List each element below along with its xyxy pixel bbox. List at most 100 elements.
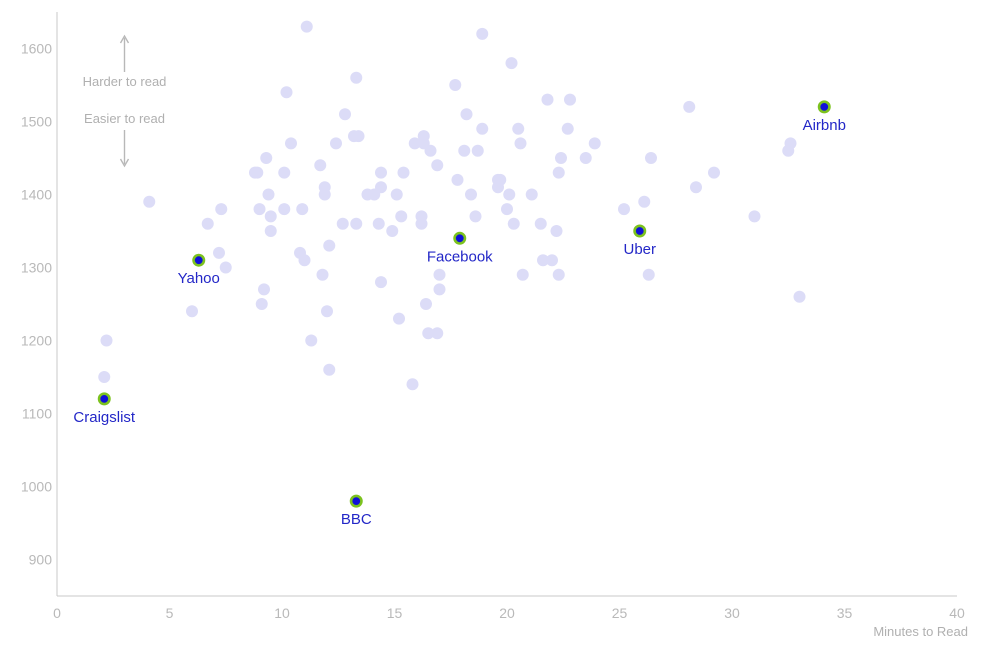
data-point bbox=[350, 71, 363, 84]
data-point bbox=[406, 378, 419, 391]
data-point bbox=[330, 137, 342, 150]
data-point bbox=[537, 254, 549, 267]
data-point bbox=[555, 152, 567, 164]
data-point bbox=[494, 173, 507, 186]
highlight-label: Craigslist bbox=[73, 409, 136, 426]
highlight-point bbox=[192, 253, 206, 267]
data-point bbox=[280, 86, 293, 99]
data-point bbox=[690, 181, 702, 194]
data-point bbox=[476, 122, 489, 135]
data-point bbox=[316, 268, 329, 281]
data-point bbox=[748, 210, 761, 223]
y-tick-labels: 900 1000 1100 1200 1300 1400 1500 1600 bbox=[21, 41, 52, 568]
data-point bbox=[683, 100, 696, 113]
data-point bbox=[255, 298, 268, 310]
data-point bbox=[339, 108, 351, 121]
data-point bbox=[408, 137, 421, 150]
data-point bbox=[262, 188, 275, 201]
highlight-point bbox=[633, 224, 647, 238]
data-point bbox=[321, 305, 333, 318]
highlight-label: Airbnb bbox=[803, 117, 846, 134]
data-point bbox=[708, 166, 720, 179]
highlight-point bbox=[453, 231, 467, 245]
data-point bbox=[258, 283, 270, 296]
data-point bbox=[305, 334, 318, 347]
data-point bbox=[219, 261, 232, 274]
x-tick-label: 25 bbox=[612, 605, 628, 621]
data-point bbox=[285, 137, 297, 150]
data-point bbox=[471, 144, 484, 157]
data-point bbox=[300, 20, 313, 33]
data-point bbox=[372, 217, 385, 230]
data-point bbox=[420, 298, 432, 310]
data-point bbox=[336, 217, 349, 230]
data-point bbox=[352, 130, 365, 143]
data-point bbox=[375, 181, 387, 194]
data-point bbox=[550, 225, 563, 237]
data-point bbox=[318, 188, 331, 201]
x-axis-title: Minutes to Read bbox=[873, 624, 968, 639]
data-point bbox=[579, 152, 592, 164]
data-point bbox=[433, 283, 446, 296]
data-point bbox=[213, 246, 225, 259]
y-tick-label: 1400 bbox=[21, 187, 52, 203]
y-tick-label: 1300 bbox=[21, 260, 52, 276]
data-point bbox=[618, 203, 630, 216]
data-point bbox=[564, 93, 576, 106]
data-point bbox=[397, 166, 410, 179]
data-point bbox=[552, 268, 565, 281]
x-tick-label: 10 bbox=[274, 605, 290, 621]
highlight-point bbox=[817, 100, 831, 114]
data-point bbox=[433, 268, 446, 281]
highlight-label: Yahoo bbox=[178, 270, 220, 287]
y-tick-label: 1600 bbox=[21, 41, 52, 57]
data-point bbox=[449, 79, 462, 91]
highlighted-sites: Craigslist Yahoo BBC Facebook Uber Airbnb bbox=[73, 100, 846, 528]
data-point bbox=[561, 122, 574, 135]
easier-to-read-label: Easier to read bbox=[84, 111, 165, 126]
x-tick-labels: 0 5 10 15 20 25 30 35 40 bbox=[53, 605, 965, 621]
difficulty-annotation: Harder to read Easier to read bbox=[83, 34, 166, 168]
highlight-label: Uber bbox=[623, 241, 656, 258]
data-point bbox=[264, 210, 277, 223]
data-point bbox=[278, 203, 291, 216]
data-point bbox=[375, 276, 387, 289]
data-point bbox=[501, 203, 513, 216]
highlight-label: BBC bbox=[341, 511, 372, 528]
highlight-label: Facebook bbox=[427, 248, 493, 265]
axes bbox=[56, 12, 957, 597]
x-tick-label: 30 bbox=[724, 605, 740, 621]
data-point bbox=[516, 268, 529, 281]
data-point bbox=[390, 188, 403, 201]
data-point bbox=[514, 137, 527, 150]
data-point bbox=[386, 225, 399, 237]
data-point bbox=[251, 166, 264, 179]
data-point bbox=[546, 254, 558, 267]
data-point bbox=[645, 152, 657, 164]
data-point bbox=[642, 268, 655, 281]
highlight-facebook: Facebook bbox=[427, 231, 493, 265]
data-point bbox=[350, 217, 363, 230]
data-point bbox=[525, 188, 538, 201]
highlight-uber: Uber bbox=[623, 224, 656, 258]
data-point bbox=[507, 217, 520, 230]
highlight-airbnb: Airbnb bbox=[803, 100, 846, 134]
data-point bbox=[278, 166, 291, 179]
data-point bbox=[505, 57, 518, 70]
highlight-point bbox=[97, 392, 111, 406]
data-point bbox=[314, 159, 327, 172]
data-point bbox=[503, 188, 516, 201]
background-points bbox=[98, 20, 806, 391]
data-point bbox=[552, 166, 565, 179]
x-tick-label: 15 bbox=[387, 605, 403, 621]
y-tick-label: 1000 bbox=[21, 479, 52, 495]
data-point bbox=[541, 93, 554, 106]
data-point bbox=[186, 305, 198, 318]
highlight-craigslist: Craigslist bbox=[73, 392, 136, 426]
data-point bbox=[323, 363, 336, 376]
highlight-yahoo: Yahoo bbox=[178, 253, 220, 287]
data-point bbox=[143, 195, 156, 208]
arrow-down-head-icon bbox=[119, 158, 130, 168]
y-tick-label: 1100 bbox=[22, 406, 52, 422]
